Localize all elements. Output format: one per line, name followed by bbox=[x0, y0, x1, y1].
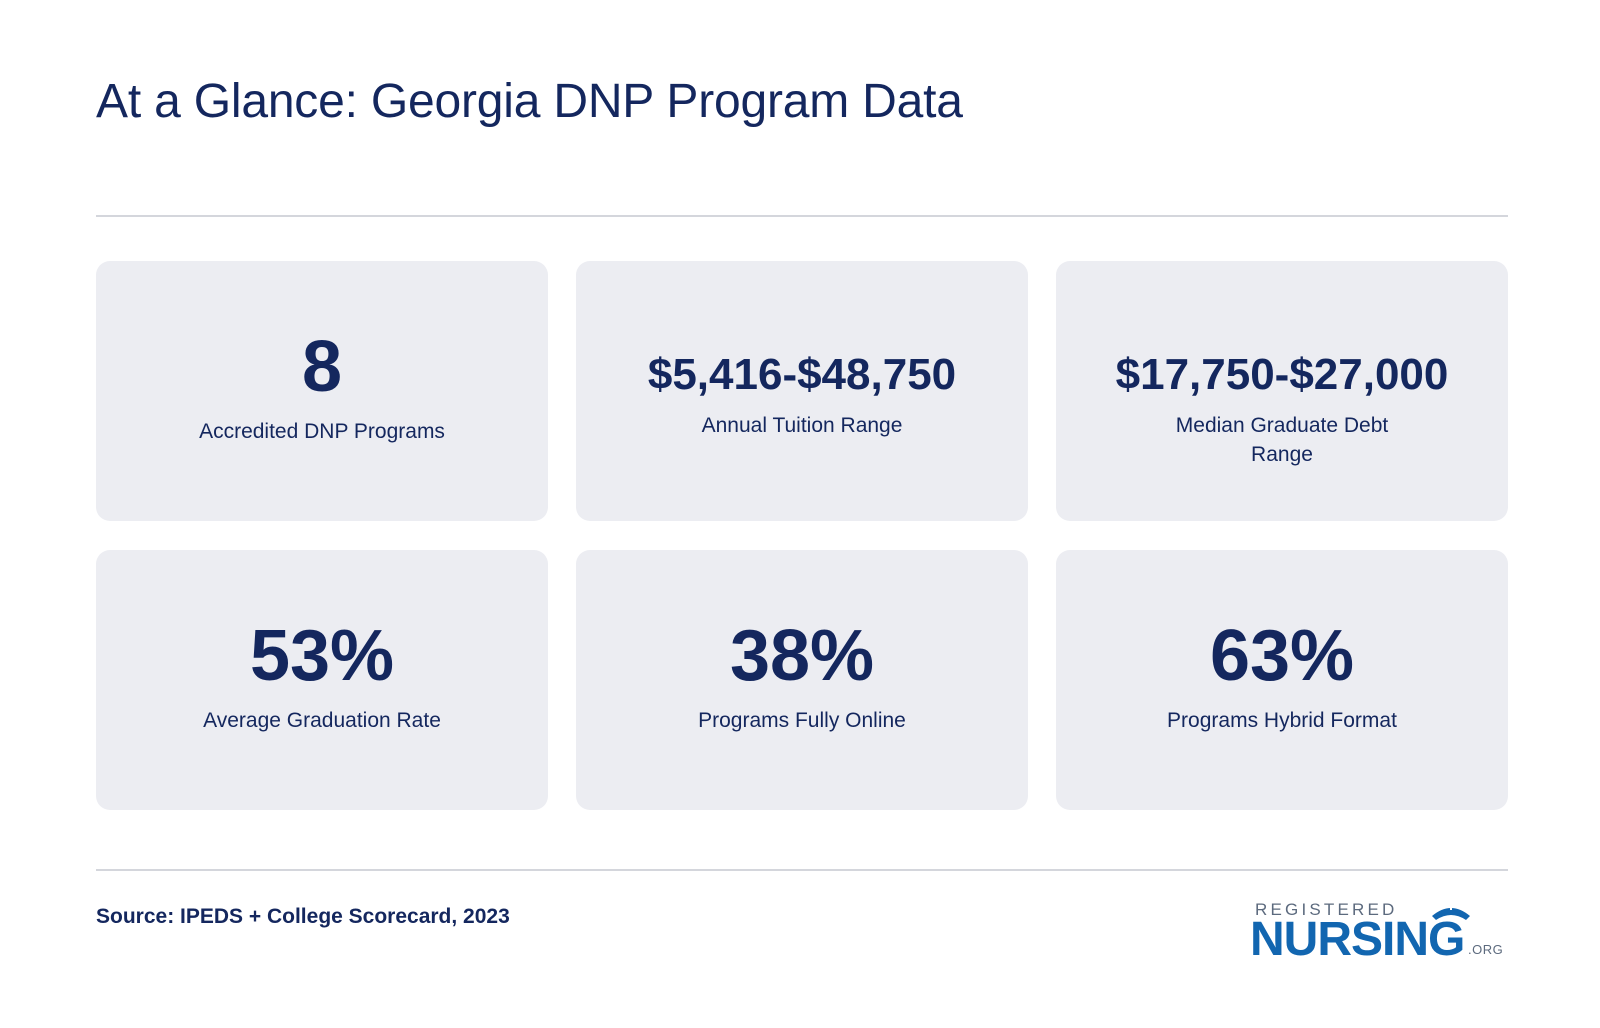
stats-grid: 8 Accredited DNP Programs $5,416-$48,750… bbox=[96, 261, 1508, 810]
stat-value: 8 bbox=[301, 327, 343, 407]
nurse-cap-icon bbox=[1432, 904, 1470, 920]
bottom-divider bbox=[96, 869, 1508, 871]
stat-value: 63% bbox=[1209, 616, 1355, 696]
stat-value: 38% bbox=[729, 616, 875, 696]
stat-label: Accredited DNP Programs bbox=[199, 420, 445, 443]
logo-line1: REGISTERED bbox=[1255, 900, 1398, 919]
stat-card-debt-range: $17,750-$27,000 Median Graduate Debt Ran… bbox=[1056, 261, 1508, 521]
source-note: Source: IPEDS + College Scorecard, 2023 bbox=[96, 905, 510, 928]
stat-card-accredited-programs: 8 Accredited DNP Programs bbox=[96, 261, 548, 521]
registered-nursing-logo: REGISTERED NURSING .ORG bbox=[1250, 898, 1510, 966]
stat-value: $17,750-$27,000 bbox=[1115, 350, 1449, 399]
stat-label: Programs Fully Online bbox=[698, 709, 906, 732]
stat-card-hybrid-format: 63% Programs Hybrid Format bbox=[1056, 550, 1508, 810]
stat-card-fully-online: 38% Programs Fully Online bbox=[576, 550, 1028, 810]
page-title: At a Glance: Georgia DNP Program Data bbox=[96, 75, 963, 128]
top-divider bbox=[96, 215, 1508, 217]
stat-label: Average Graduation Rate bbox=[203, 709, 441, 732]
stat-label: Programs Hybrid Format bbox=[1167, 709, 1397, 732]
logo-suffix: .ORG bbox=[1468, 942, 1504, 957]
stat-card-tuition-range: $5,416-$48,750 Annual Tuition Range bbox=[576, 261, 1028, 521]
stat-label: Annual Tuition Range bbox=[701, 414, 903, 437]
stat-value: $5,416-$48,750 bbox=[647, 350, 957, 399]
stat-value: 53% bbox=[249, 616, 395, 696]
stat-card-graduation-rate: 53% Average Graduation Rate bbox=[96, 550, 548, 810]
logo-line2: NURSING bbox=[1250, 913, 1465, 966]
stat-label: Median Graduate Debt Range bbox=[1175, 414, 1389, 466]
